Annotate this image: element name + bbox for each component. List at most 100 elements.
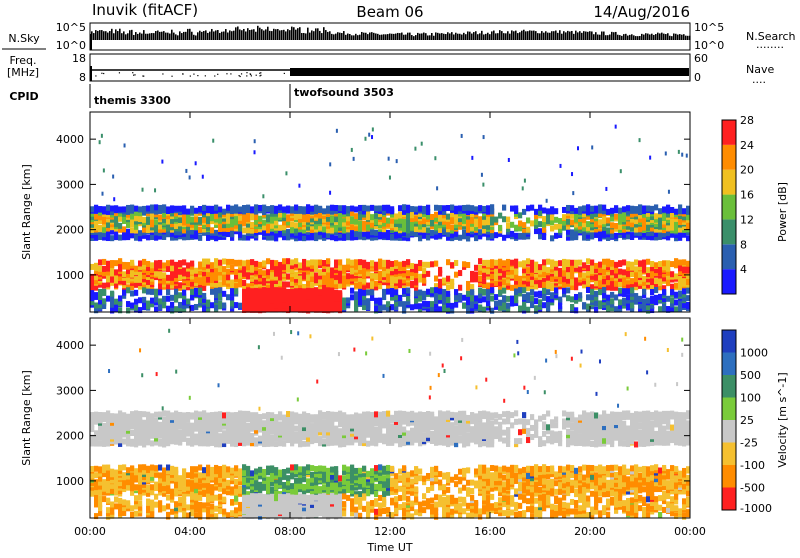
heat-cell	[542, 288, 546, 294]
heat-cell	[166, 206, 170, 212]
heat-cell	[122, 439, 126, 445]
nsky-bar	[225, 29, 227, 40]
heat-cell	[410, 411, 414, 417]
heat-cell	[390, 261, 394, 267]
heat-cell	[538, 436, 542, 442]
heat-cell	[194, 288, 198, 294]
nave-point	[259, 73, 260, 74]
heat-cell	[274, 260, 278, 266]
heat-cell	[102, 266, 106, 272]
heat-cell	[478, 205, 482, 211]
heat-cell	[250, 222, 254, 228]
heat-cell	[94, 263, 98, 269]
heat-cell	[354, 412, 358, 418]
power-ytick-label: 3000	[56, 178, 84, 191]
nsky-bar	[393, 34, 395, 40]
heat-cell	[466, 262, 470, 268]
heat-cell	[642, 225, 646, 231]
nsearch-dots: ········	[756, 41, 784, 54]
heat-cell	[174, 432, 178, 438]
heat-cell	[530, 267, 534, 273]
nsky-bar	[631, 34, 633, 40]
heat-cell	[462, 411, 466, 417]
heat-cell	[510, 206, 514, 212]
heat-cell	[314, 259, 318, 265]
heat-cell	[670, 284, 674, 290]
heat-cell	[546, 306, 550, 312]
heat-cell	[306, 275, 310, 281]
heat-cell	[226, 259, 230, 265]
heat-cell	[326, 206, 330, 212]
heat-cell	[258, 262, 262, 268]
nsky-bar	[199, 31, 201, 40]
heat-cell	[434, 425, 438, 431]
heat-cell	[154, 260, 158, 266]
heat-cell	[214, 412, 218, 418]
heat-cell	[394, 411, 398, 417]
heat-cell	[422, 433, 426, 439]
heat-cell	[458, 411, 462, 417]
nave-point	[214, 75, 215, 76]
nsky-bar	[245, 31, 247, 40]
heat-cell	[558, 297, 562, 303]
heat-cell	[622, 206, 626, 212]
nsky-bar	[675, 34, 677, 40]
heat-cell	[406, 436, 410, 442]
nsky-bar	[543, 33, 545, 40]
heat-cell	[386, 230, 390, 236]
heat-cell	[142, 259, 146, 265]
heat-cell	[310, 276, 314, 282]
heat-cell	[174, 206, 178, 212]
heat-cell	[174, 223, 178, 229]
heat-cell	[262, 230, 266, 236]
nsky-bar	[481, 31, 483, 40]
heat-cell	[498, 432, 502, 438]
heat-cell	[366, 441, 370, 447]
heat-cell	[466, 205, 470, 211]
nsearch-tick-top: 10^5	[694, 21, 724, 34]
heat-cell	[562, 276, 566, 282]
freq-unit: [MHz]	[7, 66, 39, 79]
heat-cell	[142, 411, 146, 417]
heat-cell	[618, 288, 622, 294]
heat-cell	[190, 206, 194, 212]
heat-cell	[534, 419, 538, 425]
nave-point	[103, 73, 104, 74]
heat-cell	[502, 260, 506, 266]
nsky-bar	[667, 33, 669, 40]
nave-point	[197, 75, 198, 76]
freq-tick-bottom: 8	[79, 71, 86, 84]
heat-cell	[294, 222, 298, 228]
heat-cell	[282, 287, 286, 293]
heat-cell	[642, 205, 646, 211]
heat-cell	[134, 441, 138, 447]
heat-cell	[254, 150, 256, 154]
heat-cell	[598, 300, 602, 306]
heat-cell	[122, 290, 126, 296]
nsky-bar	[291, 27, 293, 40]
heat-cell	[362, 205, 366, 211]
heat-cell	[106, 438, 110, 444]
heat-cell	[494, 419, 498, 425]
heat-cell	[506, 427, 510, 433]
heat-cell	[526, 227, 530, 233]
heat-cell	[446, 276, 450, 282]
heat-cell	[534, 298, 538, 304]
heat-cell	[410, 281, 414, 287]
heat-cell	[366, 206, 370, 212]
nsky-bar	[599, 35, 601, 40]
heat-cell	[122, 271, 126, 277]
heat-cell	[410, 428, 414, 434]
heat-cell	[606, 284, 610, 290]
nsky-bar	[417, 33, 419, 40]
nsky-bar	[513, 31, 515, 40]
heat-cell	[522, 209, 526, 215]
heat-cell	[450, 205, 454, 211]
power-colorbar-label: Power [dB]	[776, 182, 789, 242]
nsky-bar	[129, 30, 131, 40]
heat-cell	[351, 148, 353, 152]
heat-cell	[94, 205, 98, 211]
heat-cell	[350, 419, 354, 425]
heat-cell	[330, 267, 334, 273]
power-colorbar-tick: 20	[740, 164, 754, 177]
